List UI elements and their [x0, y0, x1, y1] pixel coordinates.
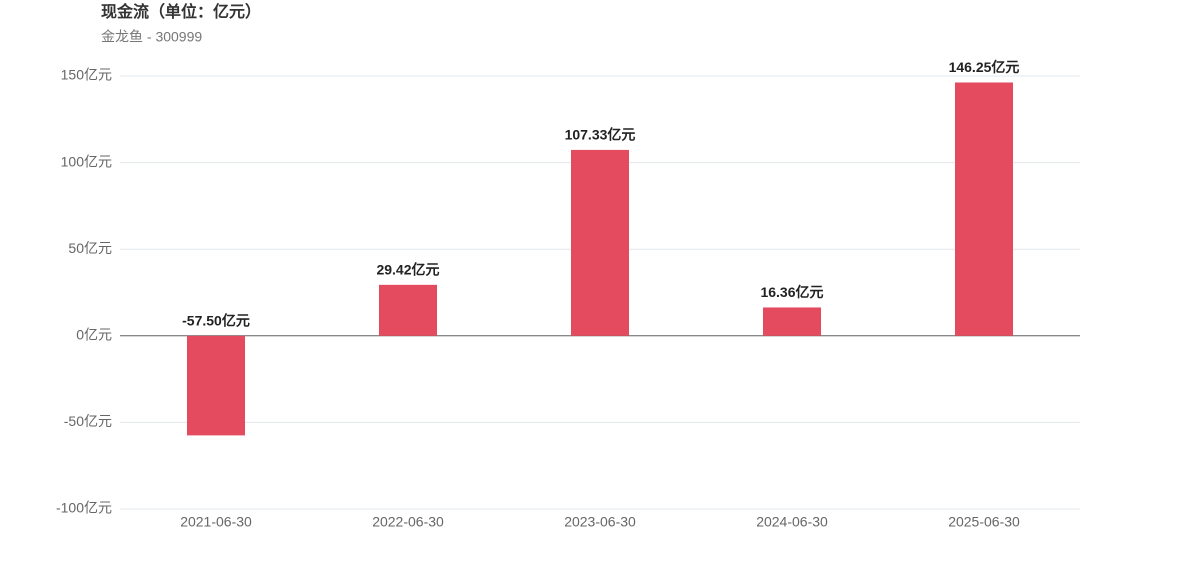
value-label: 29.42亿元: [376, 262, 439, 278]
chart-subtitle: 金龙鱼 - 300999: [101, 29, 202, 45]
bar: [763, 307, 821, 336]
y-tick-label: -100亿元: [56, 500, 112, 516]
value-label: 107.33亿元: [565, 127, 636, 143]
value-label: -57.50亿元: [182, 313, 250, 329]
y-tick-label: 150亿元: [61, 67, 112, 83]
bar: [955, 82, 1013, 336]
x-tick-label: 2022-06-30: [372, 514, 444, 530]
value-label: 16.36亿元: [760, 284, 823, 300]
y-tick-label: -50亿元: [64, 413, 112, 429]
y-tick-label: 0亿元: [76, 327, 112, 343]
x-tick-label: 2023-06-30: [564, 514, 636, 530]
bar: [571, 149, 629, 336]
chart-title: 现金流（单位：亿元）: [101, 2, 261, 21]
y-tick-label: 50亿元: [68, 240, 112, 256]
x-tick-label: 2025-06-30: [948, 514, 1020, 530]
bar: [187, 335, 245, 436]
x-tick-label: 2021-06-30: [180, 514, 252, 530]
y-tick-label: 100亿元: [61, 153, 112, 169]
value-label: 146.25亿元: [949, 59, 1020, 75]
bar: [379, 284, 437, 336]
x-tick-label: 2024-06-30: [756, 514, 828, 530]
